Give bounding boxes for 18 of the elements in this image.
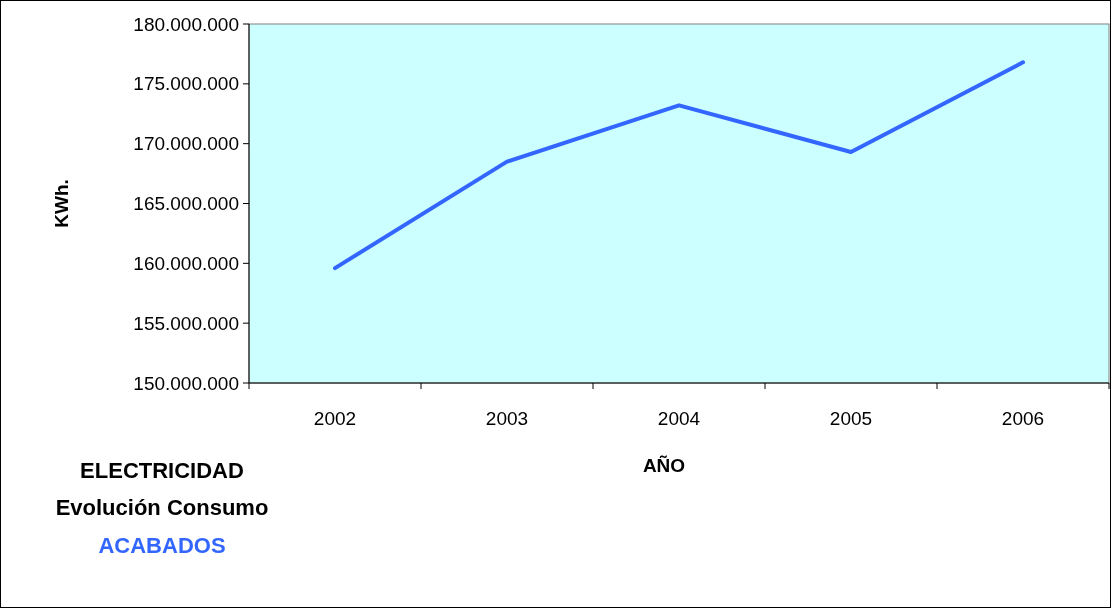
y-tick-label: 175.000.000	[133, 73, 239, 95]
x-tick-label: 2004	[657, 408, 701, 429]
text: ELECTRICIDAD	[80, 458, 244, 483]
y-tick-label: 160.000.000	[133, 252, 239, 274]
line-series	[333, 60, 1025, 271]
y-tick-label: 150.000.000	[133, 372, 239, 394]
y-tick-label: 170.000.000	[133, 133, 239, 155]
x-axis-title: AÑO	[642, 455, 686, 476]
x-tick-label: 2002	[313, 408, 357, 429]
y-tick-label: 180.000.000	[133, 13, 239, 35]
y-tick-label: 155.000.000	[133, 312, 239, 334]
text: Evolución Consumo	[55, 495, 269, 520]
text: ACABADOS	[98, 533, 226, 558]
x-tick-label: 2006	[1001, 408, 1045, 429]
y-tick-label: 165.000.000	[133, 193, 239, 215]
y-axis-title: KWh.	[51, 179, 72, 228]
x-tick-label: 2003	[485, 408, 529, 429]
x-tick-label: 2005	[829, 408, 873, 429]
